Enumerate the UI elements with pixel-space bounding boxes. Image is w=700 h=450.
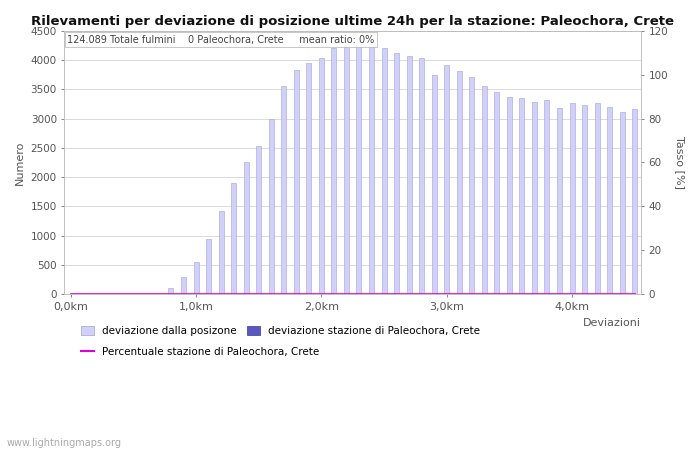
Percentuale stazione di Paleochora, Crete (555, 292, 564, 297)
Percentuale stazione di Paleochora, Crete (130, 292, 138, 297)
Bar (519, 98, 524, 294)
Percentuale stazione di Paleochora, Crete (442, 292, 451, 297)
Bar (307, 63, 312, 294)
Bar (331, 48, 337, 294)
Bar (632, 109, 637, 294)
Percentuale stazione di Paleochora, Crete (242, 292, 251, 297)
Percentuale stazione di Paleochora, Crete (154, 292, 162, 297)
Bar (407, 56, 412, 294)
Percentuale stazione di Paleochora, Crete (355, 292, 363, 297)
Percentuale stazione di Paleochora, Crete (430, 292, 438, 297)
Bar (394, 53, 399, 294)
Bar (456, 71, 462, 294)
Percentuale stazione di Paleochora, Crete (618, 292, 626, 297)
Percentuale stazione di Paleochora, Crete (493, 292, 501, 297)
Percentuale stazione di Paleochora, Crete (518, 292, 526, 297)
Bar (244, 162, 248, 294)
Percentuale stazione di Paleochora, Crete (380, 292, 389, 297)
Percentuale stazione di Paleochora, Crete (292, 292, 300, 297)
Bar (344, 45, 349, 294)
Percentuale stazione di Paleochora, Crete (92, 292, 100, 297)
Bar (206, 238, 211, 294)
Bar (594, 103, 600, 294)
Percentuale stazione di Paleochora, Crete (468, 292, 476, 297)
Y-axis label: Tasso [%]: Tasso [%] (675, 136, 685, 189)
Bar (256, 146, 261, 294)
Bar (181, 277, 186, 294)
Percentuale stazione di Paleochora, Crete (217, 292, 225, 297)
Text: www.lightningmaps.org: www.lightningmaps.org (7, 438, 122, 448)
Percentuale stazione di Paleochora, Crete (192, 292, 200, 297)
Percentuale stazione di Paleochora, Crete (141, 292, 150, 297)
Bar (532, 102, 537, 294)
Percentuale stazione di Paleochora, Crete (393, 292, 401, 297)
Percentuale stazione di Paleochora, Crete (179, 292, 188, 297)
Percentuale stazione di Paleochora, Crete (580, 292, 589, 297)
Bar (419, 58, 424, 294)
Bar (294, 71, 299, 294)
Text: 124.089 Totale fulmini    0 Paleochora, Crete     mean ratio: 0%: 124.089 Totale fulmini 0 Paleochora, Cre… (67, 35, 375, 45)
Percentuale stazione di Paleochora, Crete (317, 292, 326, 297)
Bar (218, 211, 223, 294)
Bar (356, 44, 361, 294)
Percentuale stazione di Paleochora, Crete (593, 292, 601, 297)
Bar (444, 64, 449, 294)
Bar (281, 86, 286, 294)
Percentuale stazione di Paleochora, Crete (204, 292, 213, 297)
Percentuale stazione di Paleochora, Crete (542, 292, 551, 297)
Bar (494, 92, 499, 294)
Percentuale stazione di Paleochora, Crete (230, 292, 238, 297)
Percentuale stazione di Paleochora, Crete (66, 292, 75, 297)
Bar (507, 97, 512, 294)
Percentuale stazione di Paleochora, Crete (417, 292, 426, 297)
Bar (482, 86, 486, 294)
Percentuale stazione di Paleochora, Crete (267, 292, 275, 297)
Bar (231, 183, 236, 294)
Percentuale stazione di Paleochora, Crete (255, 292, 263, 297)
Percentuale stazione di Paleochora, Crete (480, 292, 489, 297)
Bar (557, 108, 562, 294)
Text: Deviazioni: Deviazioni (583, 318, 641, 328)
Bar (169, 288, 174, 294)
Percentuale stazione di Paleochora, Crete (631, 292, 639, 297)
Percentuale stazione di Paleochora, Crete (368, 292, 376, 297)
Bar (545, 100, 550, 294)
Bar (432, 75, 437, 294)
Percentuale stazione di Paleochora, Crete (342, 292, 351, 297)
Bar (269, 118, 274, 294)
Percentuale stazione di Paleochora, Crete (304, 292, 313, 297)
Bar (469, 77, 475, 294)
Bar (582, 105, 587, 294)
Percentuale stazione di Paleochora, Crete (530, 292, 538, 297)
Percentuale stazione di Paleochora, Crete (117, 292, 125, 297)
Percentuale stazione di Paleochora, Crete (167, 292, 175, 297)
Percentuale stazione di Paleochora, Crete (330, 292, 338, 297)
Bar (319, 58, 324, 294)
Legend: Percentuale stazione di Paleochora, Crete: Percentuale stazione di Paleochora, Cret… (81, 347, 319, 357)
Y-axis label: Numero: Numero (15, 140, 25, 184)
Bar (369, 43, 374, 294)
Percentuale stazione di Paleochora, Crete (455, 292, 463, 297)
Title: Rilevamenti per deviazione di posizione ultime 24h per la stazione: Paleochora, : Rilevamenti per deviazione di posizione … (32, 15, 674, 28)
Percentuale stazione di Paleochora, Crete (79, 292, 88, 297)
Percentuale stazione di Paleochora, Crete (405, 292, 413, 297)
Bar (607, 107, 612, 294)
Percentuale stazione di Paleochora, Crete (104, 292, 113, 297)
Bar (193, 261, 199, 294)
Percentuale stazione di Paleochora, Crete (279, 292, 288, 297)
Percentuale stazione di Paleochora, Crete (568, 292, 576, 297)
Bar (570, 103, 575, 294)
Percentuale stazione di Paleochora, Crete (606, 292, 614, 297)
Percentuale stazione di Paleochora, Crete (505, 292, 514, 297)
Bar (620, 112, 624, 294)
Bar (382, 48, 386, 294)
